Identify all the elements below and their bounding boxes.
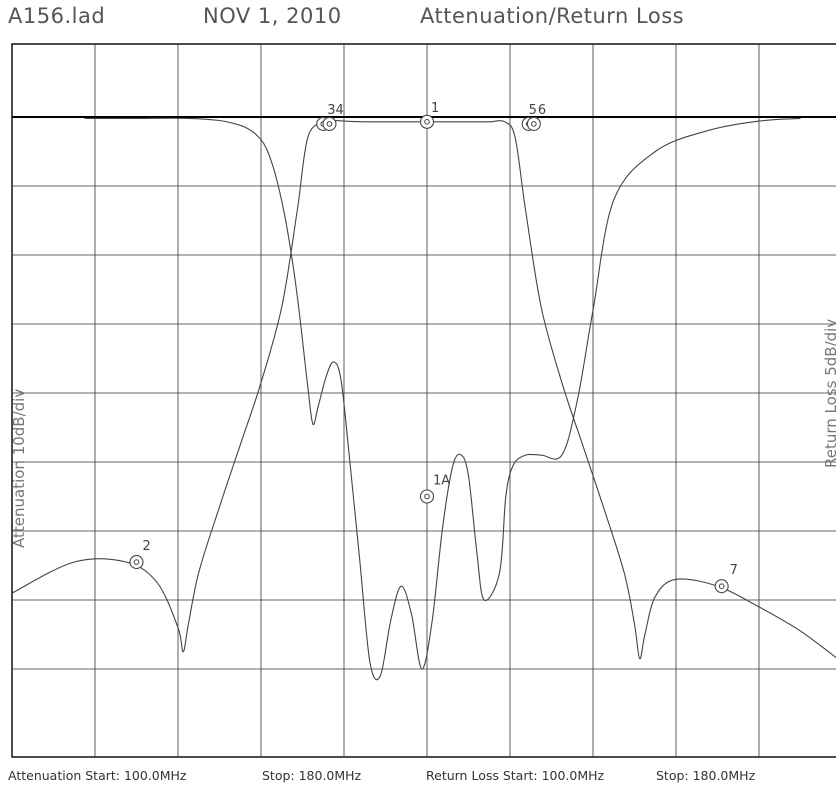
marker-circle	[714, 579, 729, 594]
return-loss-stop: Stop: 180.0MHz	[656, 768, 756, 783]
marker-label: 7	[730, 563, 738, 578]
marker-dot	[424, 493, 430, 500]
marker-circle	[419, 114, 435, 129]
return_loss-curve	[84, 117, 801, 681]
chart-title: Attenuation/Return Loss	[420, 4, 685, 28]
marker-circle	[419, 489, 435, 504]
marker-4: 4	[322, 103, 344, 131]
return-loss-start: Return Loss Start: 100.0MHz	[426, 768, 605, 783]
marker-circle	[129, 554, 144, 570]
marker-dot	[326, 121, 333, 127]
marker-circle	[526, 116, 541, 131]
marker-dot	[133, 559, 140, 565]
marker-circle	[322, 116, 337, 131]
marker-label: 5	[529, 103, 537, 118]
marker-2: 2	[129, 539, 151, 570]
marker-dot	[718, 583, 725, 590]
marker-label: 6	[538, 103, 546, 118]
marker-dot	[424, 119, 430, 125]
marker-1A: 1A	[419, 474, 450, 504]
marker-1: 1	[419, 101, 439, 129]
marker-7: 7	[714, 563, 738, 594]
marker-label: 3	[327, 103, 335, 118]
attenuation-curve	[11, 119, 836, 660]
attenuation-start: Attenuation Start: 100.0MHz	[8, 768, 187, 783]
marker-label: 1	[431, 101, 439, 116]
marker-dot	[531, 121, 537, 127]
marker-label: 2	[143, 539, 151, 554]
file-name: A156.lad	[8, 4, 106, 28]
marker-6: 6	[526, 103, 546, 131]
y-axis-label-left: Attenuation 10dB/div	[10, 388, 28, 548]
marker-label: 1A	[433, 474, 450, 489]
plot-frame	[11, 43, 836, 758]
attenuation-stop: Stop: 180.0MHz	[262, 768, 362, 783]
marker-label: 4	[335, 103, 343, 118]
plot-date: NOV 1, 2010	[203, 4, 342, 28]
y-axis-label-right: Return Loss 5dB/div	[822, 318, 836, 468]
